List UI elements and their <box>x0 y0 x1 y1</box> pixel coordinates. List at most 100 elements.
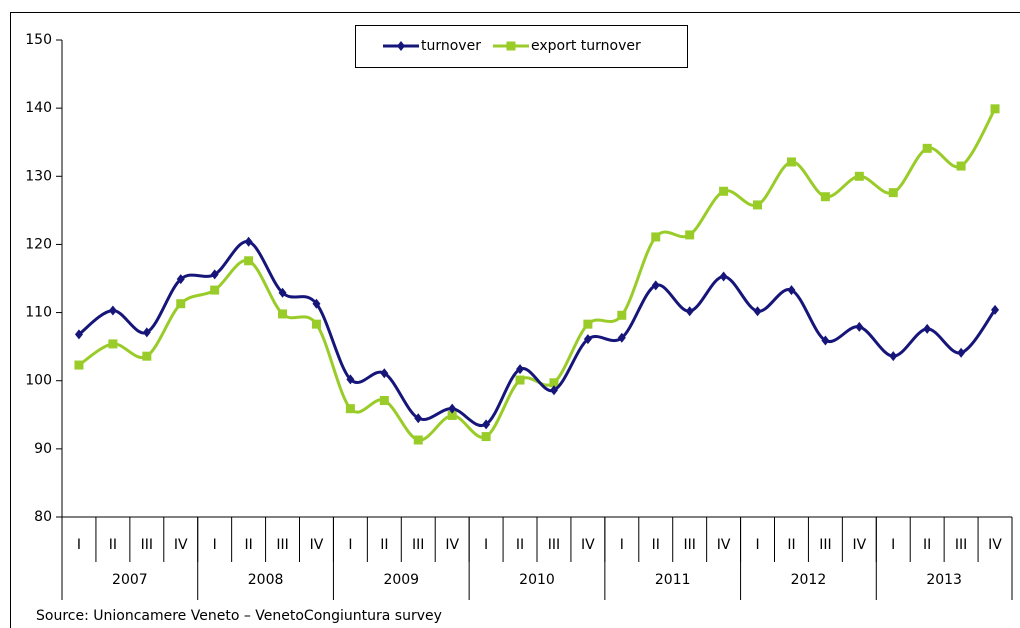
x-tick-label: I <box>755 537 759 553</box>
marker <box>685 306 694 317</box>
marker <box>210 285 220 295</box>
marker <box>311 319 321 329</box>
y-tick-label: 110 <box>25 305 52 321</box>
year-label: 2007 <box>112 572 148 588</box>
marker <box>617 332 626 343</box>
x-tick-label: III <box>683 537 695 553</box>
marker <box>549 385 558 396</box>
marker <box>482 419 491 430</box>
x-tick-label: II <box>380 537 388 553</box>
marker <box>515 375 525 385</box>
series-line <box>78 108 997 442</box>
x-tick-label: I <box>620 537 624 553</box>
marker <box>74 329 83 340</box>
marker <box>345 404 355 414</box>
x-tick-label: IV <box>988 537 1002 553</box>
marker <box>108 339 118 349</box>
year-label: 2011 <box>655 572 691 588</box>
marker <box>651 232 661 242</box>
marker <box>583 334 592 345</box>
x-tick-label: I <box>77 537 81 553</box>
x-tick-label: I <box>891 537 895 553</box>
marker <box>346 374 355 385</box>
marker <box>957 347 966 358</box>
x-tick-label: IV <box>581 537 595 553</box>
source-note: Source: Unioncamere Veneto – VenetoCongi… <box>36 608 442 624</box>
legend-marker <box>506 41 516 51</box>
marker <box>278 287 287 298</box>
marker <box>956 161 966 171</box>
year-label: 2013 <box>926 572 962 588</box>
x-tick-label: III <box>276 537 288 553</box>
marker <box>244 256 254 266</box>
x-tick-label: II <box>652 537 660 553</box>
marker <box>448 403 457 414</box>
y-tick-label: 100 <box>25 373 52 389</box>
y-tick-label: 90 <box>34 441 52 457</box>
marker <box>719 186 729 196</box>
marker <box>142 327 151 338</box>
x-tick-label: IV <box>310 537 324 553</box>
x-tick-label: IV <box>174 537 188 553</box>
marker <box>753 306 762 317</box>
y-tick-label: 130 <box>25 168 52 184</box>
marker <box>278 309 288 319</box>
marker <box>719 271 728 282</box>
x-tick-label: II <box>244 537 252 553</box>
y-tick-label: 150 <box>25 32 52 48</box>
marker <box>549 378 559 388</box>
marker <box>176 299 186 309</box>
legend-marker <box>397 41 405 51</box>
marker <box>786 157 796 167</box>
legend-label: turnover <box>421 38 481 54</box>
x-tick-label: III <box>819 537 831 553</box>
marker <box>651 280 660 291</box>
marker <box>991 304 1000 315</box>
x-tick-label: II <box>516 537 524 553</box>
marker <box>888 188 898 198</box>
marker <box>753 200 763 210</box>
x-tick-label: I <box>484 537 488 553</box>
marker <box>108 305 117 316</box>
marker <box>923 323 932 334</box>
marker <box>74 360 84 370</box>
marker <box>413 435 423 445</box>
marker <box>312 298 321 309</box>
marker <box>990 104 1000 114</box>
y-tick-label: 120 <box>25 236 52 252</box>
legend-label: export turnover <box>531 38 641 54</box>
marker <box>380 368 389 379</box>
y-tick-label: 140 <box>25 100 52 116</box>
marker <box>414 413 423 424</box>
x-tick-label: III <box>141 537 153 553</box>
marker <box>481 432 491 442</box>
marker <box>176 274 185 285</box>
marker <box>379 395 389 405</box>
marker <box>820 192 830 202</box>
x-tick-label: III <box>412 537 424 553</box>
marker <box>447 410 457 420</box>
year-label: 2012 <box>791 572 827 588</box>
chart-frame <box>10 12 1020 628</box>
marker <box>787 285 796 296</box>
marker <box>821 335 830 346</box>
marker <box>889 351 898 362</box>
marker <box>583 319 593 329</box>
marker <box>855 321 864 332</box>
marker <box>617 310 627 320</box>
x-tick-label: I <box>348 537 352 553</box>
year-label: 2009 <box>383 572 419 588</box>
x-tick-label: II <box>923 537 931 553</box>
legend: turnover export turnover <box>355 25 688 68</box>
marker <box>142 351 152 361</box>
series-line <box>78 240 997 428</box>
marker <box>210 269 219 280</box>
marker <box>922 143 932 153</box>
marker <box>516 364 525 375</box>
marker <box>244 236 253 247</box>
y-tick-label: 80 <box>34 509 52 525</box>
x-tick-label: IV <box>717 537 731 553</box>
x-tick-label: III <box>548 537 560 553</box>
year-label: 2010 <box>519 572 555 588</box>
